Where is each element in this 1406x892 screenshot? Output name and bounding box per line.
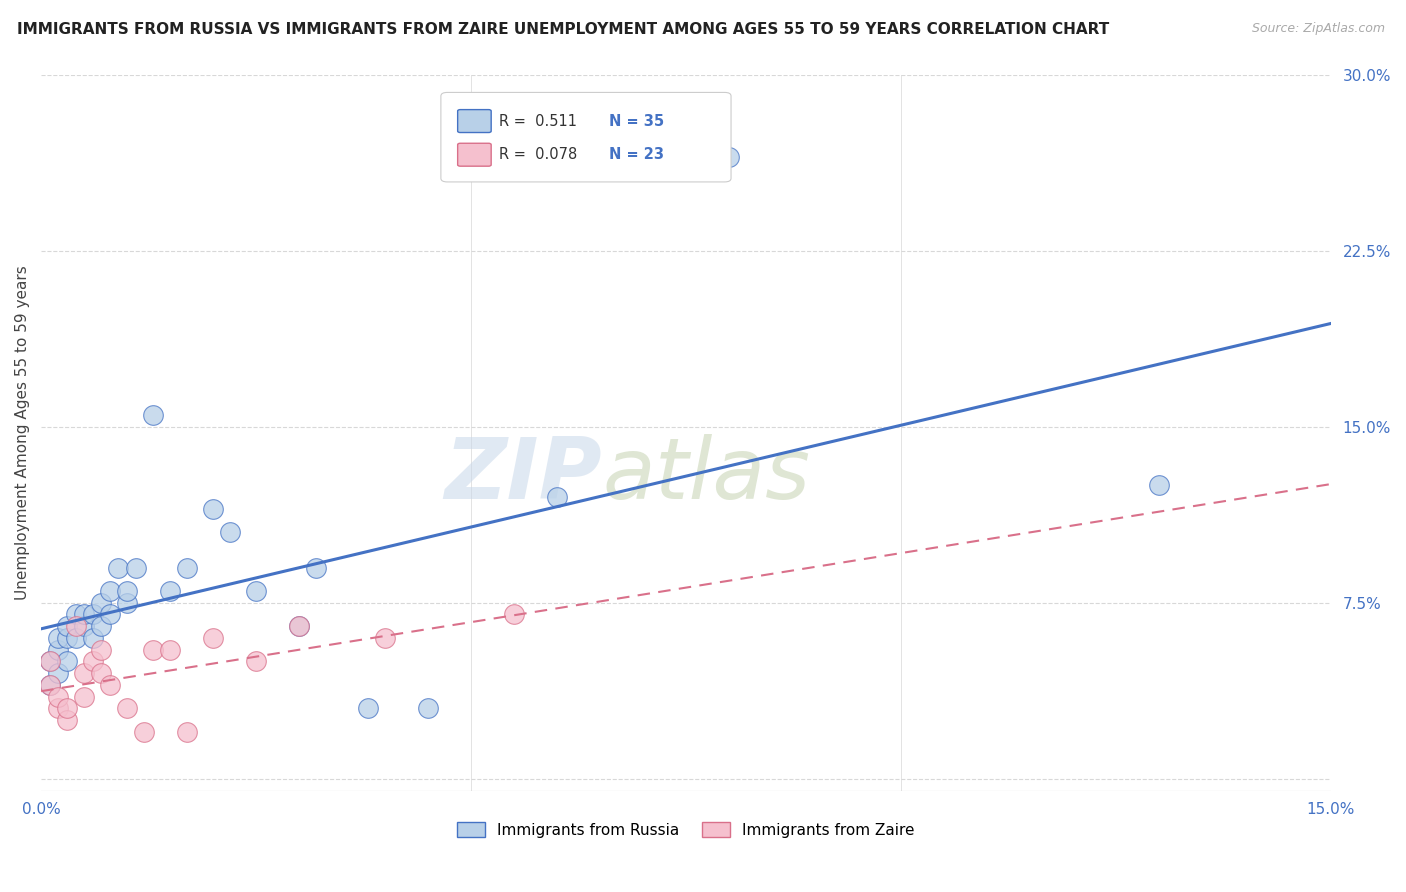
Text: N = 23: N = 23: [609, 147, 664, 162]
Point: [46, 642, 69, 657]
Point: [73, 607, 96, 622]
Point: [90, 619, 112, 633]
Point: [288, 619, 311, 633]
Point: [503, 607, 526, 622]
Point: [159, 642, 181, 657]
Point: [717, 150, 740, 164]
Point: [125, 560, 148, 574]
Point: [142, 408, 165, 422]
Point: [56, 631, 79, 645]
Point: [245, 655, 267, 669]
FancyBboxPatch shape: [457, 144, 491, 166]
Point: [73, 619, 96, 633]
Point: [90, 666, 112, 681]
Point: [176, 560, 198, 574]
Text: R =  0.511: R = 0.511: [499, 113, 576, 128]
Point: [46, 666, 69, 681]
Point: [82, 607, 104, 622]
Point: [65, 607, 87, 622]
Point: [56, 619, 79, 633]
Point: [134, 724, 156, 739]
Point: [357, 701, 380, 715]
Point: [98, 678, 121, 692]
Point: [46, 701, 69, 715]
Point: [73, 666, 96, 681]
Text: Source: ZipAtlas.com: Source: ZipAtlas.com: [1251, 22, 1385, 36]
Legend: Immigrants from Russia, Immigrants from Zaire: Immigrants from Russia, Immigrants from …: [451, 815, 921, 844]
Point: [288, 619, 311, 633]
FancyBboxPatch shape: [457, 110, 491, 133]
FancyBboxPatch shape: [441, 93, 731, 182]
Point: [82, 655, 104, 669]
Point: [82, 631, 104, 645]
Point: [374, 631, 396, 645]
Point: [1147, 478, 1170, 492]
Point: [98, 607, 121, 622]
Point: [73, 690, 96, 704]
Point: [107, 560, 129, 574]
Point: [115, 701, 138, 715]
Point: [305, 560, 328, 574]
Point: [56, 713, 79, 727]
Point: [38, 678, 60, 692]
Text: ZIP: ZIP: [444, 434, 602, 517]
Point: [56, 701, 79, 715]
Point: [46, 690, 69, 704]
Point: [202, 631, 225, 645]
Point: [65, 619, 87, 633]
Point: [56, 655, 79, 669]
Point: [546, 490, 568, 504]
Text: IMMIGRANTS FROM RUSSIA VS IMMIGRANTS FROM ZAIRE UNEMPLOYMENT AMONG AGES 55 TO 59: IMMIGRANTS FROM RUSSIA VS IMMIGRANTS FRO…: [17, 22, 1109, 37]
Text: atlas: atlas: [602, 434, 810, 517]
Point: [416, 701, 439, 715]
Y-axis label: Unemployment Among Ages 55 to 59 years: Unemployment Among Ages 55 to 59 years: [15, 265, 30, 600]
Point: [219, 525, 242, 540]
Point: [38, 655, 60, 669]
Point: [115, 584, 138, 599]
Text: N = 35: N = 35: [609, 113, 664, 128]
Point: [142, 642, 165, 657]
Point: [90, 596, 112, 610]
Point: [98, 584, 121, 599]
Point: [115, 596, 138, 610]
Point: [176, 724, 198, 739]
Point: [245, 584, 267, 599]
Point: [65, 631, 87, 645]
Text: R =  0.078: R = 0.078: [499, 147, 578, 162]
Point: [38, 655, 60, 669]
Point: [202, 501, 225, 516]
Point: [159, 584, 181, 599]
Point: [90, 642, 112, 657]
Point: [46, 631, 69, 645]
Point: [38, 678, 60, 692]
